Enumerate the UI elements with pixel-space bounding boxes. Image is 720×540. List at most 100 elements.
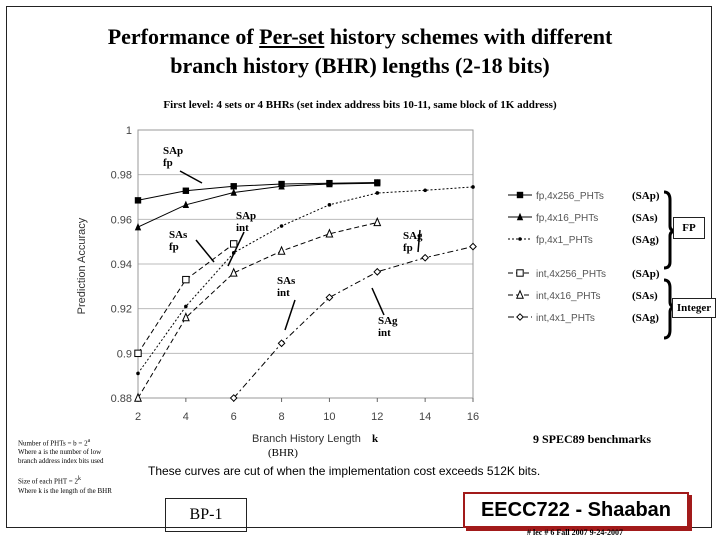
title-part-2: Per-set [259,24,325,49]
data-point-fp,4x1_PHTs [423,188,427,193]
data-point-int,4x1_PHTs [229,394,238,402]
legend-tag: (SAp) [632,268,660,280]
data-point-int,4x16_PHTs [181,312,190,322]
data-point-fp,4x1_PHTs [184,304,188,309]
int-group-label: Integer [672,298,716,318]
data-point-fp,4x16_PHTs [182,200,190,209]
data-point-int,4x256_PHTs [134,349,142,358]
data-point-fp,4x256_PHTs [134,197,142,204]
legend-tag: (SAs) [632,212,658,224]
data-point-int,4x256_PHTs [182,275,190,284]
annotation-arrow [284,299,296,331]
data-point-int,4x1_PHTs [277,339,286,348]
benchmarks-note: 9 SPEC89 benchmarks [533,432,652,446]
legend-marker [516,289,524,299]
series-line-fp,4x256_PHTs [138,182,378,201]
annot-sas-fp: SAs fp [169,229,188,253]
annotation-arrow [179,170,203,184]
plot-border [137,129,474,399]
annotation-arrow [195,239,215,263]
slide-title: Performance of Per-set history schemes w… [40,22,680,80]
y-tick-label: 0.9 [117,348,132,360]
legend-label: fp,4x256_PHTs [536,191,604,202]
data-point-int,4x16_PHTs [373,217,382,227]
legend-label: fp,4x1_PHTs [536,235,593,246]
annot-sag-fp: SAg fp [403,230,423,254]
series-line-fp,4x16_PHTs [138,182,378,228]
data-point-int,4x1_PHTs [421,253,430,262]
legend-label: int,4x1_PHTs [536,313,595,324]
plot-area: 1 0.98 0.96 0.94 0.92 0.9 0.882 4 6 8 10 12 14 16 fp,4… [111,125,677,423]
x-tick-label: 16 [467,411,479,423]
legend-tag: (SAg) [632,312,659,324]
series-line-int,4x16_PHTs [138,222,378,398]
fp-group-label: FP [673,217,705,239]
y-tick-label: 0.98 [111,170,132,182]
bhr-note: (BHR) [268,447,298,459]
y-axis-label: Prediction Accuracy [76,217,88,315]
x-axis-label: Branch History Length [252,433,361,445]
data-point-fp,4x16_PHTs [374,178,381,187]
legend-marker [518,237,522,241]
slide-frame [6,6,712,528]
data-point-fp,4x16_PHTs [278,182,285,190]
legend-label: int,4x16_PHTs [536,291,600,302]
data-point-fp,4x1_PHTs [279,224,284,228]
footer: # lec # 6 Fall 2007 9-24-2007 [527,528,623,537]
k-note: k [372,433,379,445]
chart-subtitle: First level: 4 sets or 4 BHRs (set index… [163,99,557,111]
data-point-fp,4x1_PHTs [136,371,140,376]
y-tick-label: 0.96 [111,214,132,226]
x-tick-label: 6 [231,411,237,423]
data-point-int,4x1_PHTs [325,293,334,302]
data-point-int,4x1_PHTs [469,242,477,251]
legend-marker [516,269,524,277]
legend-label: int,4x256_PHTs [536,269,606,280]
y-tick-label: 0.94 [111,259,132,271]
annot-sap-fp: SAp fp [163,145,184,169]
data-point-int,4x16_PHTs [229,267,238,277]
data-point-fp,4x256_PHTs [230,183,237,190]
series-line-int,4x1_PHTs [233,246,473,398]
y-tick-label: 0.88 [111,393,132,405]
data-point-fp,4x1_PHTs [375,191,380,195]
legend-label: fp,4x16_PHTs [536,213,598,224]
data-point-int,4x16_PHTs [325,228,334,238]
series-line-int,4x256_PHTs [138,243,234,354]
data-point-int,4x16_PHTs [277,245,286,255]
course-label: EECC722 - Shaaban [463,492,689,528]
data-point-int,4x256_PHTs [230,240,238,248]
annotation-arrow [227,231,245,267]
data-point-int,4x16_PHTs [134,392,142,402]
annot-sag-int: SAg int [378,315,398,339]
x-tick-label: 10 [323,411,335,423]
data-point-fp,4x1_PHTs [327,203,332,207]
annot-sas-int: SAs int [277,275,296,299]
data-point-fp,4x16_PHTs [134,222,142,231]
title-part-1: Performance of [107,24,260,49]
x-tick-label: 14 [419,411,431,423]
title-part-3: history schemes with different [324,24,613,49]
annot-sap-int: SAp int [236,210,257,234]
bp-label: BP-1 [165,498,247,532]
legend-tag: (SAs) [632,290,658,302]
annotation-arrow [417,229,421,253]
annotation-arrow [371,287,385,316]
phts-note: Number of PHTs = b = 2a Where a is the n… [18,438,112,495]
data-point-fp,4x1_PHTs [471,185,475,189]
legend-tag: (SAg) [632,234,659,246]
data-point-fp,4x16_PHTs [326,179,333,188]
x-tick-label: 12 [371,411,383,423]
data-point-fp,4x256_PHTs [182,187,190,194]
legend-marker [516,191,524,199]
title-line-2: branch history (BHR) lengths (2-18 bits) [170,53,550,78]
data-point-int,4x1_PHTs [373,267,382,276]
x-tick-label: 8 [279,411,285,423]
data-point-fp,4x16_PHTs [230,188,237,196]
legend-marker [516,313,524,321]
x-tick-label: 2 [135,411,141,423]
legend-tag: (SAp) [632,190,660,202]
x-tick-label: 4 [183,411,189,423]
cost-note: These curves are cut of when the impleme… [148,464,541,478]
